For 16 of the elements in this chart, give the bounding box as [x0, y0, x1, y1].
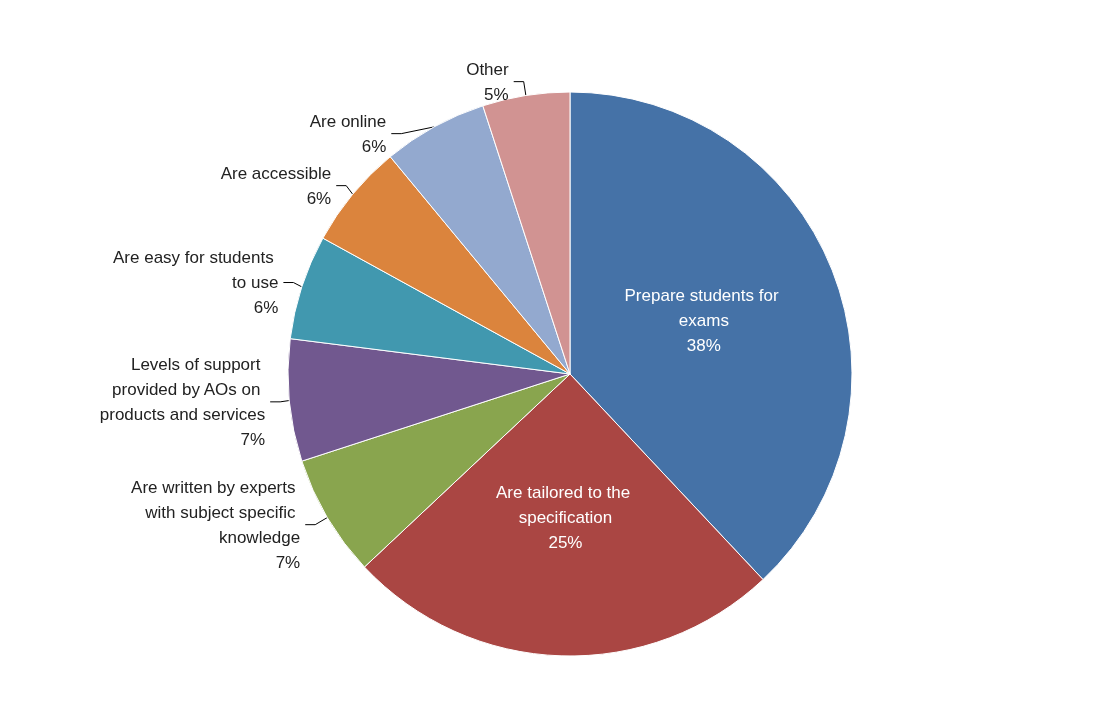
data-label: 38%: [686, 336, 721, 356]
slice-label: Are written by experts with subject specific knowledge: [131, 477, 301, 547]
slice-label: Levels of support provided by AOs on products and services: [99, 354, 266, 424]
data-label: 6%: [306, 188, 332, 208]
data-label: 6%: [361, 136, 387, 156]
data-label: 7%: [240, 429, 266, 449]
slice-label: Prepare students for exams: [624, 286, 784, 331]
data-label: 6%: [253, 298, 279, 318]
data-label: 7%: [275, 552, 301, 572]
slice-label: Are online: [309, 111, 387, 131]
data-label: 5%: [484, 84, 509, 104]
slice-label: Other: [466, 59, 510, 79]
slice-label: Are easy for students to use: [113, 248, 279, 293]
data-label: 25%: [548, 533, 583, 553]
slice-label: Are accessible: [220, 163, 332, 183]
slice-label: Are tailored to the specification: [496, 483, 635, 528]
